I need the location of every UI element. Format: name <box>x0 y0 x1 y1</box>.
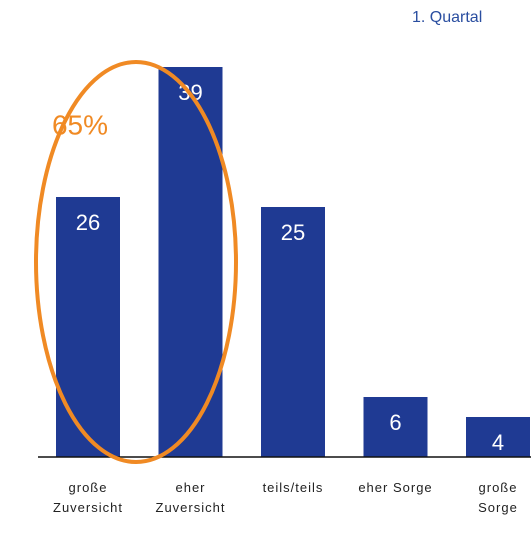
annotation: 65% <box>52 109 108 140</box>
bar <box>56 197 120 457</box>
bar <box>363 397 428 457</box>
x-tick-label: große Zuversicht <box>53 480 123 515</box>
value-label: 6 <box>389 410 401 435</box>
bar <box>261 207 325 457</box>
subtitle: 1. Quartal <box>412 9 482 26</box>
value-label: 4 <box>492 430 504 455</box>
x-tick-label: teils/teils <box>262 480 324 495</box>
value-label: 25 <box>281 220 305 245</box>
bar <box>158 67 223 457</box>
highlight-ellipse <box>34 60 238 464</box>
x-tick-label: große Sorge <box>478 480 518 515</box>
x-tick-label: eher Sorge <box>358 480 433 495</box>
bar <box>466 417 530 457</box>
value-label: 26 <box>76 210 100 235</box>
x-tick-label: eher Zuversicht <box>155 480 226 515</box>
